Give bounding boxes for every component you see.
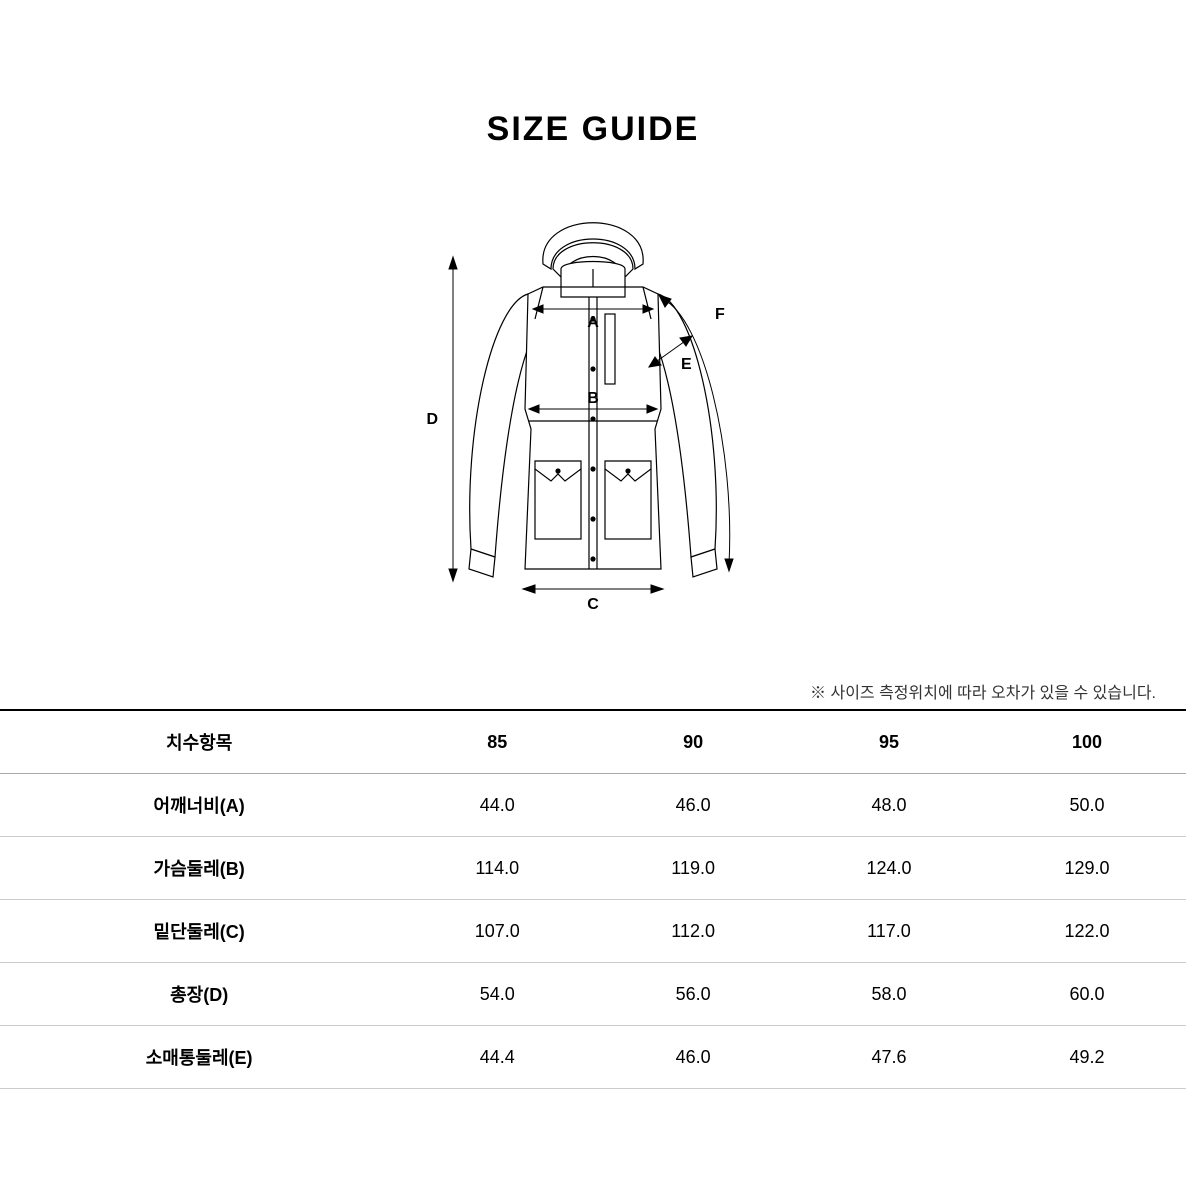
dim-label-a: A <box>587 314 599 331</box>
dim-label-f: F <box>715 306 725 323</box>
dim-label-e: E <box>681 356 692 373</box>
table-row: 어깨너비(A) 44.0 46.0 48.0 50.0 <box>0 774 1186 837</box>
cell: 46.0 <box>596 1026 790 1089</box>
cell: 114.0 <box>398 837 596 900</box>
page: SIZE GUIDE D <box>0 0 1186 1186</box>
size-table-header-row: 치수항목 85 90 95 100 <box>0 710 1186 774</box>
page-title: SIZE GUIDE <box>0 110 1186 149</box>
header-label: 치수항목 <box>0 710 398 774</box>
table-row: 밑단둘레(C) 107.0 112.0 117.0 122.0 <box>0 900 1186 963</box>
size-table: 치수항목 85 90 95 100 어깨너비(A) 44.0 46.0 48.0… <box>0 709 1186 1089</box>
row-label: 가슴둘레(B) <box>0 837 398 900</box>
cell: 124.0 <box>790 837 988 900</box>
jacket-diagram: D <box>343 169 843 629</box>
size-col-1: 90 <box>596 710 790 774</box>
cell: 54.0 <box>398 963 596 1026</box>
cell: 112.0 <box>596 900 790 963</box>
size-col-0: 85 <box>398 710 596 774</box>
dim-label-b: B <box>587 390 599 407</box>
table-row: 가슴둘레(B) 114.0 119.0 124.0 129.0 <box>0 837 1186 900</box>
size-col-2: 95 <box>790 710 988 774</box>
row-label: 어깨너비(A) <box>0 774 398 837</box>
cell: 58.0 <box>790 963 988 1026</box>
row-label: 총장(D) <box>0 963 398 1026</box>
diagram-container: D <box>0 169 1186 629</box>
row-label: 밑단둘레(C) <box>0 900 398 963</box>
cell: 119.0 <box>596 837 790 900</box>
cell: 122.0 <box>988 900 1186 963</box>
cell: 44.4 <box>398 1026 596 1089</box>
cell: 46.0 <box>596 774 790 837</box>
cell: 49.2 <box>988 1026 1186 1089</box>
table-row: 총장(D) 54.0 56.0 58.0 60.0 <box>0 963 1186 1026</box>
cell: 48.0 <box>790 774 988 837</box>
cell: 50.0 <box>988 774 1186 837</box>
cell: 117.0 <box>790 900 988 963</box>
cell: 47.6 <box>790 1026 988 1089</box>
table-row: 소매통둘레(E) 44.4 46.0 47.6 49.2 <box>0 1026 1186 1089</box>
size-col-3: 100 <box>988 710 1186 774</box>
dim-label-d: D <box>426 411 438 428</box>
measurement-note: ※ 사이즈 측정위치에 따라 오차가 있을 수 있습니다. <box>0 679 1186 703</box>
row-label: 소매통둘레(E) <box>0 1026 398 1089</box>
cell: 56.0 <box>596 963 790 1026</box>
cell: 44.0 <box>398 774 596 837</box>
cell: 129.0 <box>988 837 1186 900</box>
cell: 107.0 <box>398 900 596 963</box>
size-table-body: 어깨너비(A) 44.0 46.0 48.0 50.0 가슴둘레(B) 114.… <box>0 774 1186 1089</box>
dim-label-c: C <box>587 596 599 613</box>
cell: 60.0 <box>988 963 1186 1026</box>
